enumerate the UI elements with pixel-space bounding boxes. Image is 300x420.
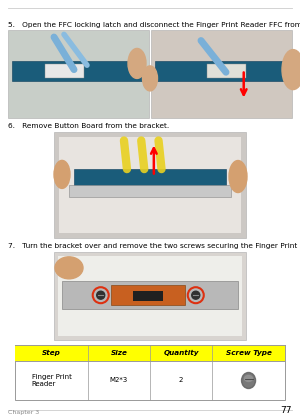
- Text: 5.   Open the FFC locking latch and disconnect the Finger Print Reader FFC from : 5. Open the FFC locking latch and discon…: [8, 22, 300, 28]
- Bar: [59, 137, 241, 233]
- Text: Screw Type: Screw Type: [226, 350, 272, 356]
- Ellipse shape: [128, 48, 146, 79]
- Ellipse shape: [142, 66, 158, 91]
- Bar: [15, 345, 285, 400]
- Bar: [54, 132, 246, 238]
- Bar: [155, 61, 285, 81]
- Text: 7.   Turn the bracket over and remove the two screws securing the Finger Print R: 7. Turn the bracket over and remove the …: [8, 243, 300, 249]
- Bar: [207, 64, 246, 78]
- Bar: [134, 291, 163, 301]
- Ellipse shape: [54, 160, 70, 189]
- Ellipse shape: [229, 160, 247, 192]
- Bar: [15, 345, 285, 361]
- Bar: [44, 64, 83, 78]
- Ellipse shape: [242, 373, 256, 389]
- Text: M2*3: M2*3: [110, 378, 128, 383]
- Text: Finger Print
Reader: Finger Print Reader: [32, 374, 71, 387]
- Bar: [111, 286, 185, 305]
- Circle shape: [192, 291, 200, 299]
- Circle shape: [97, 291, 105, 299]
- Text: Chapter 3: Chapter 3: [8, 410, 39, 415]
- Text: 6.   Remove Button Board from the bracket.: 6. Remove Button Board from the bracket.: [8, 123, 169, 129]
- Bar: [54, 252, 246, 340]
- Text: Size: Size: [110, 350, 127, 356]
- Text: 2: 2: [179, 378, 183, 383]
- Bar: [12, 61, 142, 81]
- Bar: [8, 30, 149, 118]
- Bar: [62, 281, 238, 309]
- Bar: [58, 256, 242, 336]
- Ellipse shape: [244, 375, 253, 381]
- Bar: [74, 169, 226, 187]
- Ellipse shape: [55, 257, 83, 279]
- Text: Step: Step: [42, 350, 61, 356]
- Ellipse shape: [282, 50, 300, 89]
- Text: 77: 77: [280, 406, 292, 415]
- Bar: [69, 185, 231, 197]
- Text: Quantity: Quantity: [163, 350, 199, 356]
- Bar: [151, 30, 292, 118]
